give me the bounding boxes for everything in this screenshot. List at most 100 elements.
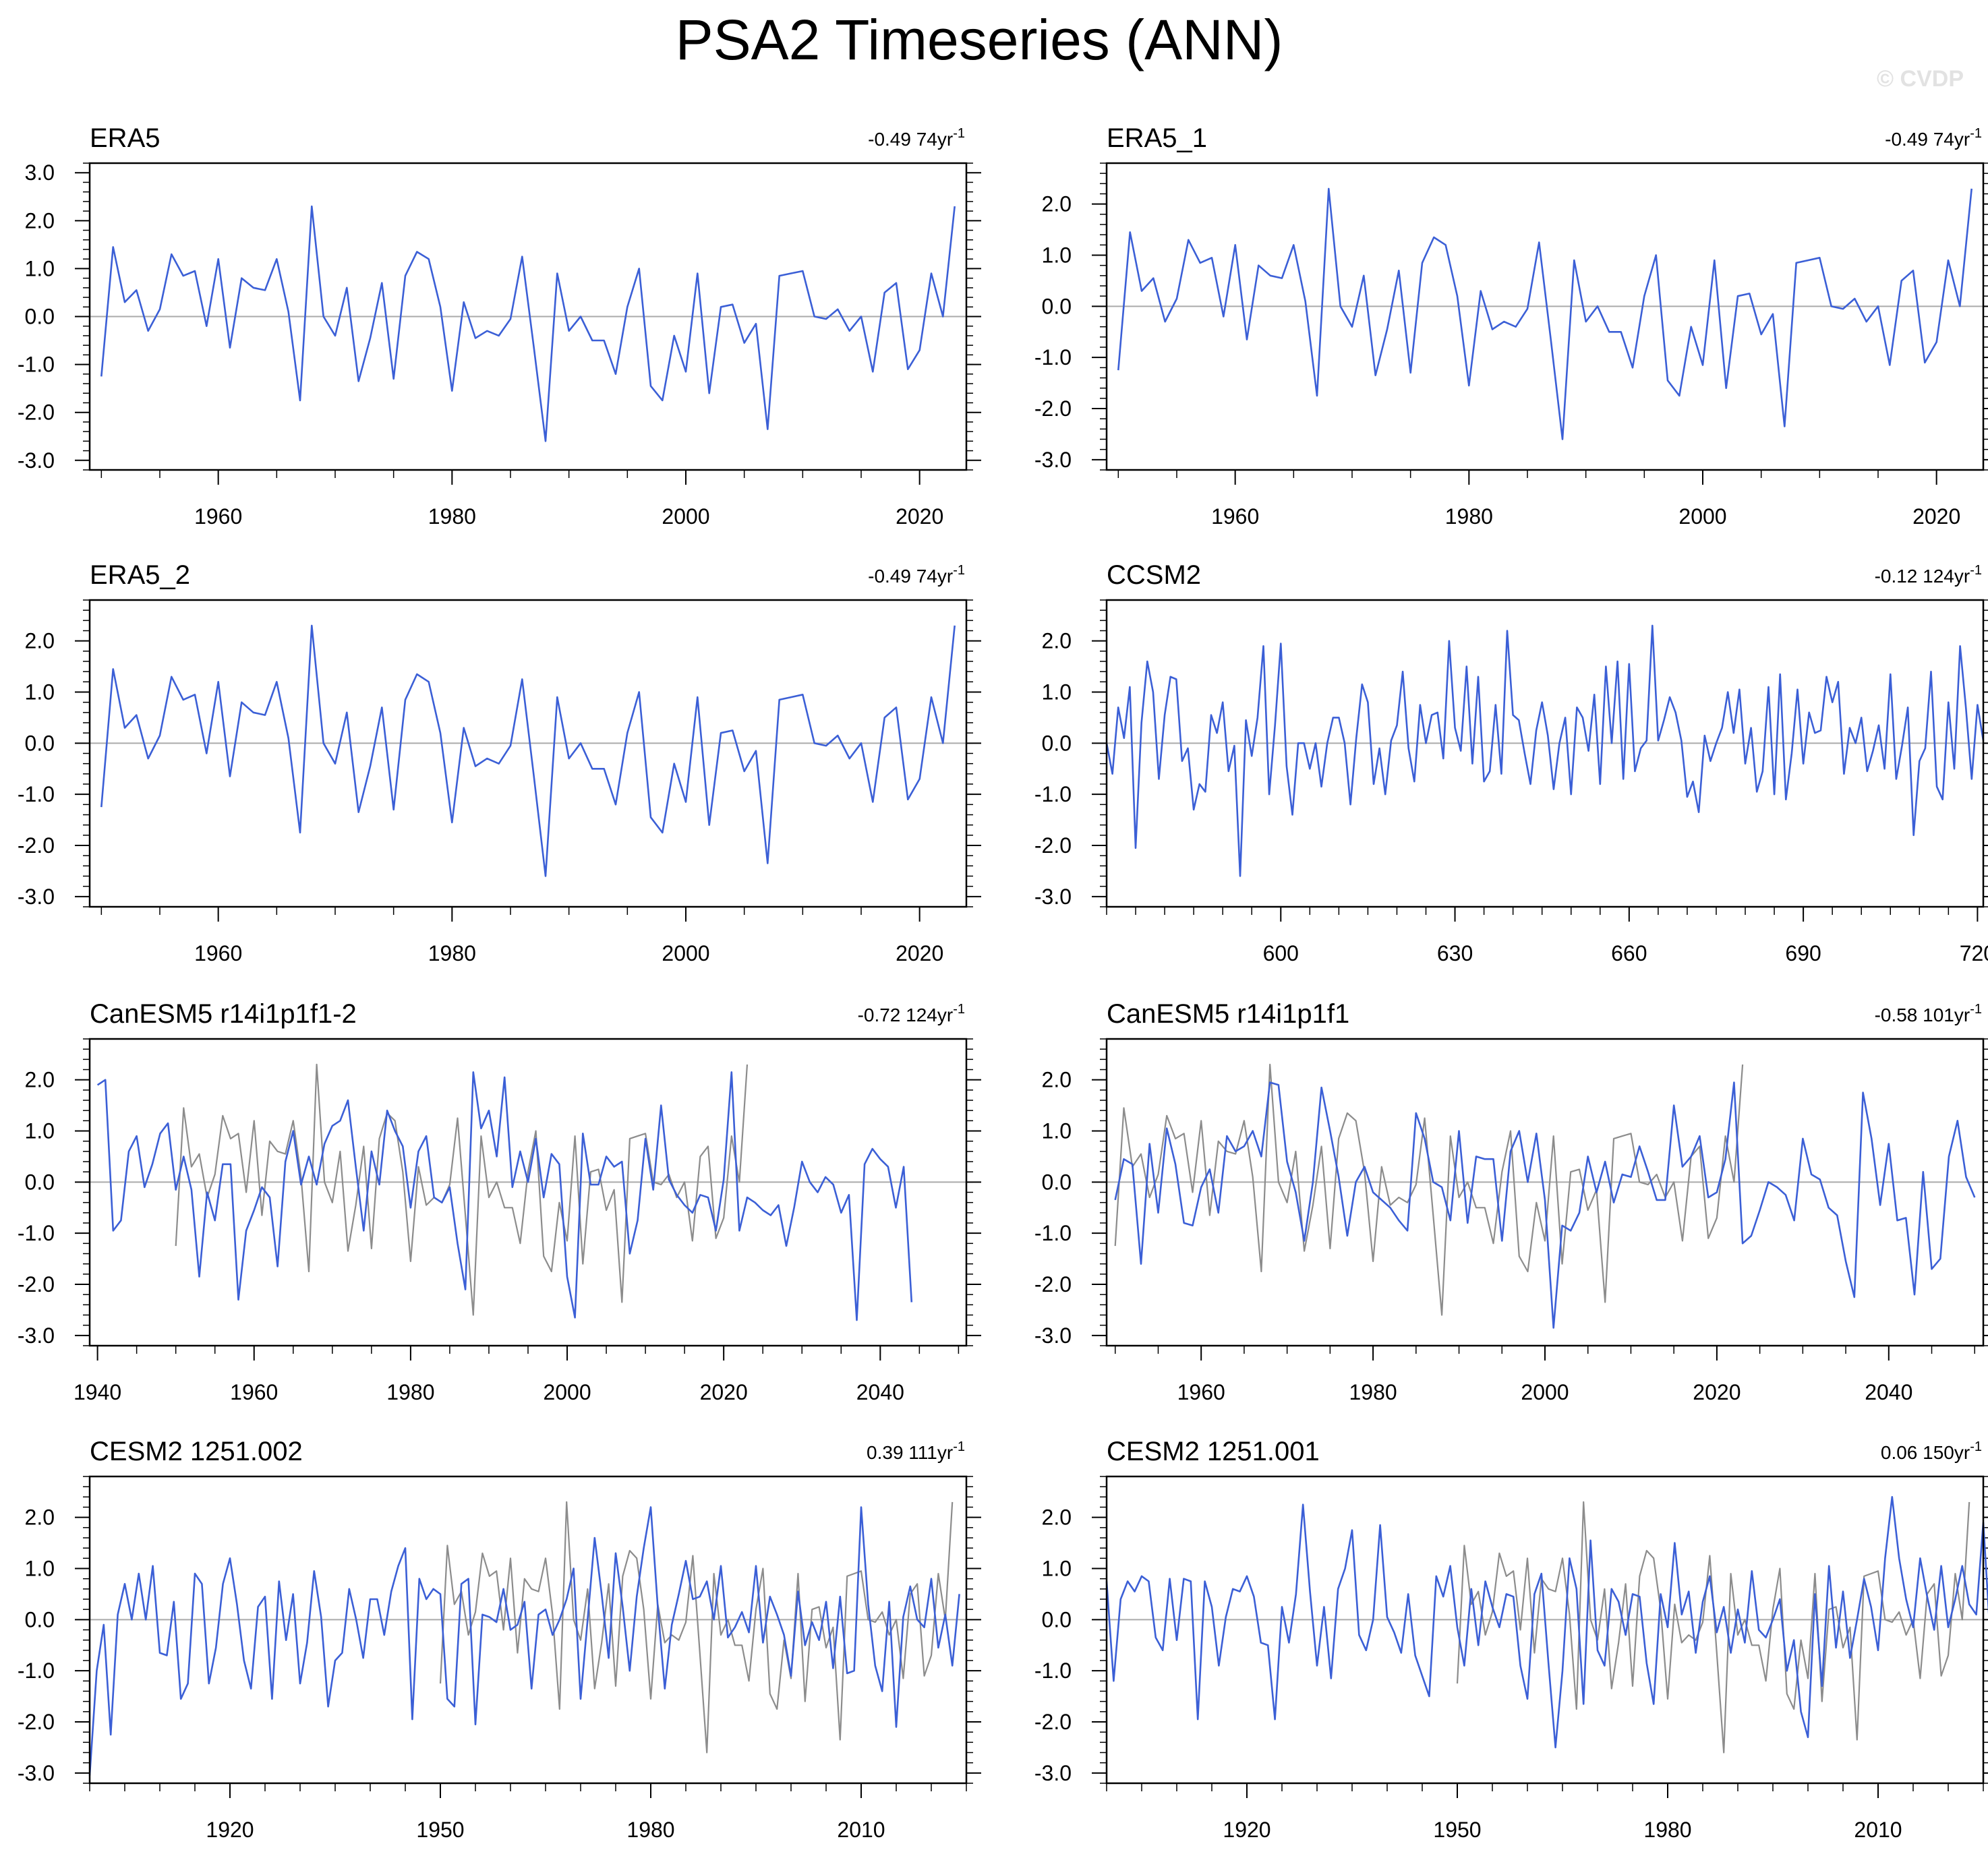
- trend-label: -0.12 124yr-1: [1875, 563, 1982, 587]
- x-tick-label: 2020: [896, 941, 943, 965]
- trend-value: -0.49 74yr: [868, 566, 953, 587]
- y-tick-label: -2.0: [1034, 833, 1072, 858]
- series-line-observed: [439, 1501, 954, 1754]
- y-tick-label: 0.0: [1042, 1170, 1072, 1194]
- y-tick-label: -3.0: [18, 1323, 55, 1348]
- x-tick-label: 1980: [1445, 504, 1493, 529]
- trend-value: -0.49 74yr: [1885, 129, 1970, 150]
- y-tick-label: -2.0: [18, 1710, 55, 1734]
- y-tick-label: -3.0: [1034, 885, 1072, 909]
- trend-value: -0.72 124yr: [858, 1005, 954, 1025]
- panel-title: CCSM2: [1107, 560, 1201, 590]
- x-tick-label: 1960: [194, 504, 242, 529]
- y-tick-label: 1.0: [25, 256, 55, 280]
- x-tick-label: 2010: [1854, 1818, 1902, 1842]
- trend-exponent: -1: [953, 1002, 965, 1017]
- series-line-era5: [100, 205, 956, 442]
- trend-label: -0.58 101yr-1: [1875, 1002, 1982, 1025]
- x-tick-label: 1960: [1177, 1380, 1225, 1404]
- y-tick-label: 0.0: [25, 1170, 55, 1194]
- x-tick-label: 660: [1611, 941, 1647, 965]
- trend-exponent: -1: [1970, 563, 1982, 578]
- panel-4: CCSM2 -0.12 124yr-1 2.0 1.0 0.0 -1.0 -2.0 -3.0 6…: [1034, 560, 1988, 965]
- x-tick-label: 1950: [1433, 1818, 1481, 1842]
- y-tick-label: 2.0: [1042, 1505, 1072, 1530]
- trend-label: -0.49 74yr-1: [868, 563, 965, 587]
- y-tick-label: 1.0: [1042, 1557, 1072, 1581]
- panel-title: CanESM5 r14i1p1f1-2: [90, 999, 357, 1029]
- trend-exponent: -1: [1970, 126, 1982, 141]
- x-tick-label: 2000: [662, 941, 709, 965]
- y-tick-label: -3.0: [1034, 1761, 1072, 1785]
- watermark: © CVDP: [1877, 66, 1964, 92]
- panel-1: ERA5 -0.49 74yr-1 3.0 2.0 1.0 0.0 -1.0 -2.0 -3.0…: [18, 123, 981, 529]
- y-tick-label: -2.0: [1034, 1272, 1072, 1296]
- panel-2: ERA5_1 -0.49 74yr-1 2.0 1.0 0.0 -1.0 -2.0 -3.0 1…: [1034, 123, 1988, 529]
- x-tick-label: 1980: [428, 504, 476, 529]
- x-tick-label: 2000: [543, 1380, 591, 1404]
- y-tick-label: 1.0: [25, 1557, 55, 1581]
- y-tick-label: -3.0: [1034, 448, 1072, 472]
- panel-title: CESM2 1251.002: [90, 1437, 303, 1466]
- series-line-model: [1114, 1081, 1976, 1329]
- series-line-observed: [1456, 1501, 1970, 1754]
- trend-value: 0.06 150yr: [1881, 1442, 1970, 1463]
- y-tick-label: -1.0: [18, 782, 55, 806]
- x-tick-label: 2020: [1693, 1380, 1741, 1404]
- y-tick-label: 0.0: [25, 731, 55, 755]
- panel-6: CanESM5 r14i1p1f1 -0.58 101yr-1 2.0 1.0 0.0 -…: [1034, 999, 1988, 1404]
- x-tick-label: 1960: [194, 941, 242, 965]
- y-tick-label: -2.0: [1034, 1710, 1072, 1734]
- x-tick-label: 1940: [74, 1380, 121, 1404]
- y-tick-label: 1.0: [25, 680, 55, 705]
- panel-title: CanESM5 r14i1p1f1: [1107, 999, 1349, 1029]
- panel-8: CESM2 1251.001 0.06 150yr-1 2.0 1.0 0.0 -1.0 -…: [1034, 1437, 1988, 1842]
- series-line-era5-1: [1117, 187, 1972, 440]
- trend-value: -0.58 101yr: [1875, 1005, 1970, 1025]
- x-tick-label: 1920: [1223, 1818, 1270, 1842]
- y-tick-label: 1.0: [1042, 243, 1072, 268]
- y-tick-label: 2.0: [25, 1505, 55, 1530]
- x-tick-label: 2000: [1521, 1380, 1569, 1404]
- x-tick-label: 1950: [416, 1818, 464, 1842]
- trend-label: -0.72 124yr-1: [858, 1002, 965, 1025]
- y-tick-label: 2.0: [1042, 192, 1072, 216]
- trend-label: -0.49 74yr-1: [1885, 126, 1982, 150]
- x-tick-label: 2010: [837, 1818, 885, 1842]
- y-tick-label: 1.0: [1042, 680, 1072, 705]
- panels: ERA5 -0.49 74yr-13.02.01.00.0-1.0-2.0-3.0…: [18, 123, 1988, 1842]
- y-tick-label: -3.0: [18, 448, 55, 473]
- x-tick-label: 1960: [230, 1380, 278, 1404]
- y-tick-label: 2.0: [1042, 629, 1072, 653]
- y-tick-label: 3.0: [25, 160, 55, 185]
- y-tick-label: -2.0: [18, 400, 55, 425]
- trend-label: 0.39 111yr-1: [867, 1439, 965, 1463]
- trend-label: 0.06 150yr-1: [1881, 1439, 1982, 1463]
- y-tick-label: 0.0: [25, 305, 55, 329]
- panel-title: CESM2 1251.001: [1107, 1437, 1320, 1466]
- x-tick-label: 2040: [1865, 1380, 1912, 1404]
- x-tick-label: 1980: [1643, 1818, 1691, 1842]
- trend-exponent: -1: [1970, 1439, 1982, 1454]
- series-line-model: [96, 1071, 913, 1321]
- x-tick-label: 600: [1263, 941, 1299, 965]
- series-line-ccsm2: [1105, 624, 1985, 877]
- plot-frame: [1105, 1475, 1985, 1785]
- x-tick-label: 630: [1437, 941, 1473, 965]
- x-tick-label: 2020: [896, 504, 943, 529]
- y-tick-label: -3.0: [18, 1761, 55, 1785]
- y-tick-label: 0.0: [25, 1607, 55, 1632]
- y-tick-label: -3.0: [18, 885, 55, 909]
- trend-value: -0.12 124yr: [1875, 566, 1970, 587]
- trend-value: 0.39 111yr: [867, 1442, 953, 1463]
- series-line-observed: [1114, 1063, 1744, 1316]
- trend-exponent: -1: [1970, 1002, 1982, 1017]
- x-tick-label: 1960: [1211, 504, 1259, 529]
- series-line-model: [1105, 1496, 1988, 1749]
- series-line-era5-2: [100, 624, 956, 877]
- y-tick-label: 2.0: [25, 1068, 55, 1092]
- y-tick-label: -1.0: [1034, 782, 1072, 806]
- trend-exponent: -1: [953, 126, 965, 141]
- plot-frame: [1105, 599, 1985, 908]
- y-tick-label: -1.0: [1034, 1659, 1072, 1683]
